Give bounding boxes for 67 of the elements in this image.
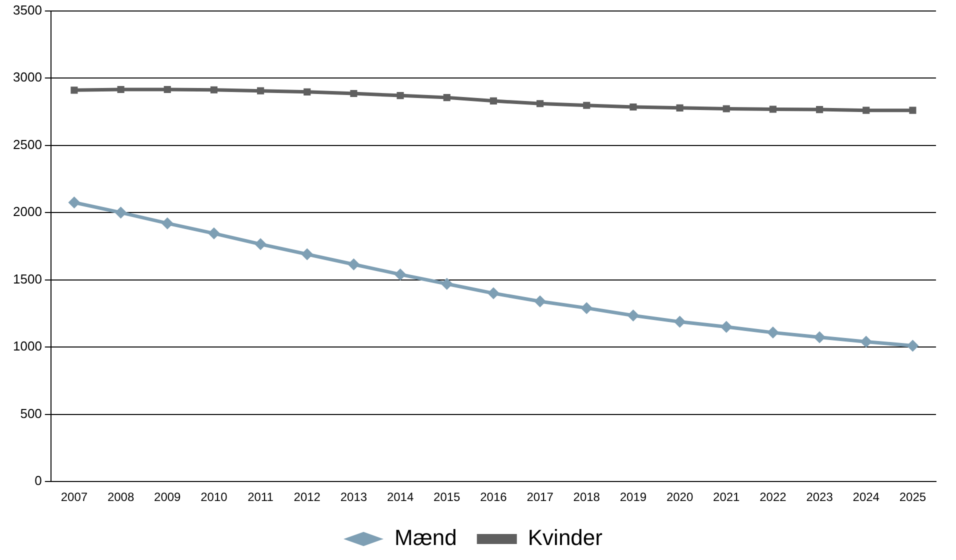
point	[350, 90, 358, 98]
point	[814, 331, 826, 344]
point	[348, 258, 360, 270]
x-tick-label: 2023	[806, 490, 834, 504]
point	[630, 103, 637, 111]
point	[676, 104, 684, 112]
point	[164, 86, 171, 94]
legend-label: Mænd	[394, 525, 457, 550]
x-tick-label: 2011	[248, 490, 274, 504]
x-tick-label: 2024	[852, 490, 880, 504]
point	[487, 287, 500, 300]
point	[627, 309, 640, 322]
y-tick-label: 3500	[13, 2, 42, 18]
x-tick-label: 2016	[480, 490, 508, 504]
point	[68, 196, 80, 208]
y-tick-label: 0	[34, 473, 42, 488]
y-tick-label: 2500	[13, 136, 42, 152]
point	[257, 87, 264, 94]
x-tick-label: 2022	[760, 490, 787, 504]
point	[396, 92, 404, 100]
x-tick-label: 2015	[434, 490, 461, 504]
point	[906, 340, 919, 352]
y-tick-label: 2000	[13, 204, 42, 220]
point	[816, 106, 824, 114]
point	[301, 248, 314, 260]
point	[766, 326, 779, 339]
x-tick-label: 2013	[340, 490, 368, 504]
point	[394, 268, 406, 280]
x-tick-label: 2020	[666, 490, 694, 504]
x-tick-label: 2007	[60, 490, 88, 504]
point	[114, 206, 127, 219]
point	[769, 106, 776, 113]
point	[210, 86, 218, 94]
legend-label: Kvinder	[528, 525, 602, 550]
x-tick-label: 2019	[620, 490, 647, 504]
x-tick-label: 2010	[200, 490, 228, 504]
x-tick-label: 2012	[294, 490, 321, 504]
point	[443, 94, 450, 102]
point	[254, 238, 267, 250]
y-tick-label: 1500	[13, 271, 42, 286]
point	[208, 227, 220, 240]
point	[161, 217, 174, 230]
y-tick-label: 1000	[13, 338, 42, 354]
x-tick-label: 2009	[154, 490, 182, 504]
point	[304, 88, 311, 96]
point	[490, 97, 497, 104]
x-tick-label: 2014	[386, 490, 414, 504]
point	[860, 336, 872, 348]
point	[580, 302, 593, 314]
x-tick-label: 2018	[573, 490, 600, 504]
point	[674, 316, 686, 328]
y-tick-label: 500	[20, 406, 42, 421]
x-tick-label: 2017	[526, 490, 554, 504]
point	[534, 295, 546, 308]
point	[583, 102, 590, 109]
x-tick-label: 2008	[107, 490, 134, 504]
x-tick-label: 2021	[713, 490, 740, 504]
point	[722, 105, 730, 112]
x-tick-label: 2025	[899, 490, 926, 504]
point	[440, 278, 453, 290]
point	[862, 106, 870, 114]
y-tick-label: 3000	[13, 70, 42, 85]
point	[536, 100, 544, 108]
point	[117, 86, 124, 94]
point	[720, 320, 732, 333]
point	[909, 106, 916, 114]
point	[70, 86, 78, 94]
